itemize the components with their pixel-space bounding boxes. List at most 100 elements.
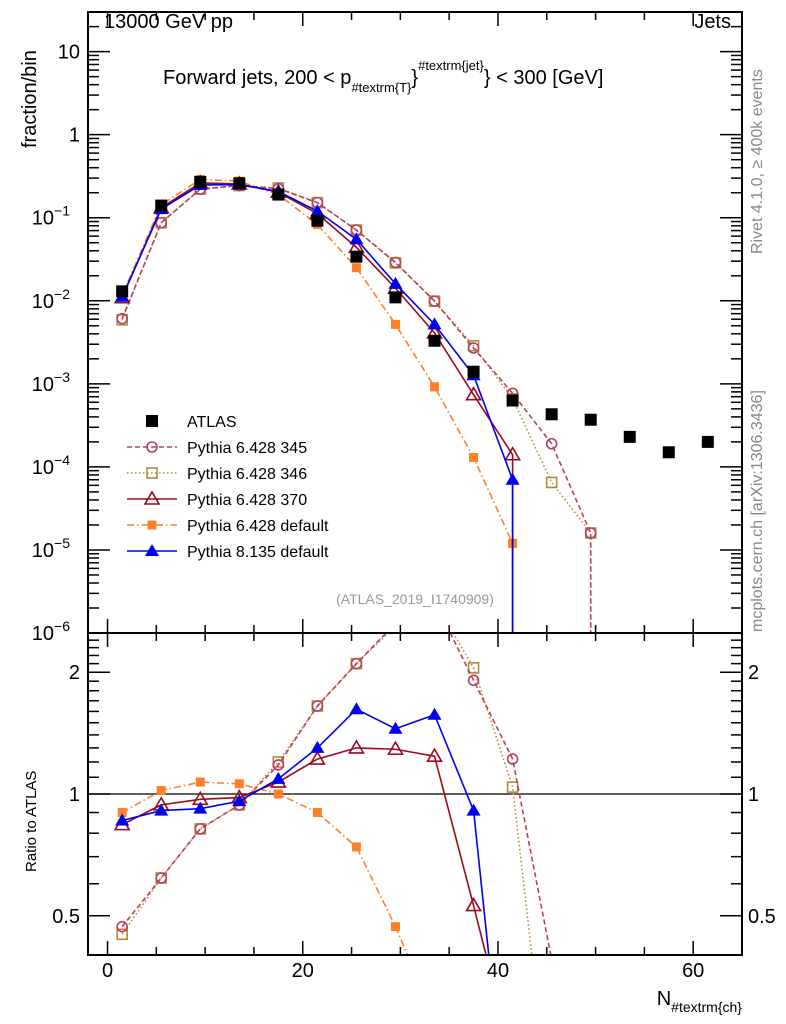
ratio-point-pdef [351, 842, 361, 852]
data-point-ATLAS [545, 408, 558, 421]
watermark: (ATLAS_2019_I1740909) [336, 591, 494, 607]
y-tick-exponent: −6 [54, 618, 70, 634]
ratio-tick-label-right: 2 [748, 662, 759, 684]
y-tick-exponent: −5 [54, 535, 70, 551]
ratio-point-p8 [310, 740, 325, 753]
header-left: 13000 GeV pp [104, 11, 233, 33]
ratio-tick-label-right: 0.5 [748, 906, 776, 928]
y-axis-label-ratio: Ratio to ATLAS [23, 771, 40, 872]
ratio-point-p345 [311, 700, 324, 712]
ratio-point-p345 [467, 674, 480, 687]
data-point-p8 [349, 232, 364, 245]
data-point-ATLAS [311, 214, 324, 227]
ratio-point-p346 [467, 662, 480, 674]
ratio-tick-label: 0.5 [52, 906, 80, 928]
header-right: Jets [694, 11, 731, 33]
data-point-p345 [545, 437, 558, 450]
ratio-point-p8 [232, 794, 247, 807]
data-point-ATLAS [272, 188, 285, 201]
legend-marker-p370 [143, 490, 161, 505]
legend-marker-ATLAS [146, 415, 158, 427]
ratio-point-p345 [155, 872, 168, 884]
ratio-tick-label: 2 [69, 662, 80, 684]
title-end: } < 300 [GeV] [484, 67, 604, 89]
legend-label: ATLAS [187, 414, 237, 431]
data-point-pdef [351, 263, 361, 273]
ratio-point-p8 [154, 803, 169, 816]
side-text-mcplots: mcplots.cern.ch [arXiv:1306.3436] [749, 390, 766, 632]
data-point-p345 [428, 295, 441, 307]
y-tick-exponent: −2 [54, 286, 70, 302]
data-point-p345 [467, 342, 480, 354]
x-tick-label: 60 [682, 960, 704, 982]
ratio-point-p345 [506, 753, 519, 765]
legend-label: Pythia 6.428 345 [187, 440, 307, 457]
data-point-p346 [545, 476, 558, 489]
legend-marker-pdef [147, 520, 157, 530]
y-tick-label: 10−4 [32, 452, 70, 479]
y-tick-label: 10 [58, 42, 80, 64]
legend-label: Pythia 6.428 default [187, 518, 329, 535]
legend-marker-p346 [146, 467, 158, 479]
ratio-point-pdef [273, 789, 283, 799]
data-point-pdef [469, 452, 479, 462]
ratio-point-p8 [115, 813, 130, 826]
x-tick-label: 0 [102, 960, 113, 982]
data-point-p8 [388, 276, 403, 289]
top-frame [87, 11, 743, 634]
data-point-ATLAS [623, 430, 636, 443]
legend-marker-p8 [145, 544, 159, 556]
ratio-tick-label-right: 1 [748, 784, 759, 806]
ratio-point-p370 [426, 747, 443, 763]
ratio-point-pdef [312, 808, 322, 818]
ratio-point-p370 [465, 896, 482, 912]
data-point-p345 [584, 527, 597, 539]
data-point-ATLAS [116, 285, 129, 298]
ratio-point-p346 [116, 928, 128, 941]
y-tick-label: 1 [69, 125, 80, 147]
y-tick-label: 10−5 [32, 535, 70, 562]
data-point-ATLAS [428, 334, 441, 347]
data-point-p8 [505, 472, 520, 485]
data-point-ATLAS [467, 365, 480, 378]
y-tick-exponent: −3 [54, 369, 70, 385]
data-point-ATLAS [233, 177, 246, 190]
data-point-ATLAS [194, 175, 207, 188]
ratio-point-pdef [195, 777, 205, 787]
ratio-point-p8 [193, 801, 208, 814]
data-point-ATLAS [506, 394, 519, 407]
x-tick-label: 40 [487, 960, 509, 982]
ratio-point-pdef [390, 922, 400, 932]
data-point-pdef [390, 319, 400, 329]
ratio-point-pdef [156, 786, 166, 796]
ratio-line-p346 [452, 632, 533, 956]
data-point-p345 [155, 216, 168, 229]
ratio-line-p370 [121, 747, 487, 956]
data-point-p345 [389, 256, 402, 269]
plot-title: Forward jets, 200 < p#textrm{T}}#textrm{… [163, 58, 603, 95]
ratio-point-p345 [194, 823, 207, 835]
ratio-point-p345 [272, 759, 285, 771]
y-tick-exponent: −4 [54, 452, 70, 468]
ratio-point-p370 [387, 740, 404, 756]
data-point-p370 [504, 446, 522, 461]
series-line-pdef [121, 178, 514, 633]
legend-label: Pythia 6.428 370 [187, 492, 307, 509]
ratio-point-p346 [272, 756, 285, 768]
x-axis-label: N#textrm{ch} [657, 988, 743, 1015]
legend-marker-p345 [146, 441, 158, 453]
data-point-ATLAS [350, 250, 363, 263]
data-point-ATLAS [155, 199, 168, 212]
data-point-pdef [430, 382, 440, 392]
ratio-line-p345 [121, 632, 387, 928]
ratio-point-p345 [350, 657, 363, 670]
xlabel-main: N [657, 988, 671, 1010]
ratio-point-p8 [388, 721, 403, 734]
ratio-point-p8 [271, 771, 286, 784]
x-tick-label: 20 [292, 960, 314, 982]
data-point-p8 [427, 317, 442, 330]
title-mid: } [411, 67, 418, 89]
data-point-ATLAS [584, 413, 597, 426]
legend-label: Pythia 8.135 default [187, 544, 329, 561]
